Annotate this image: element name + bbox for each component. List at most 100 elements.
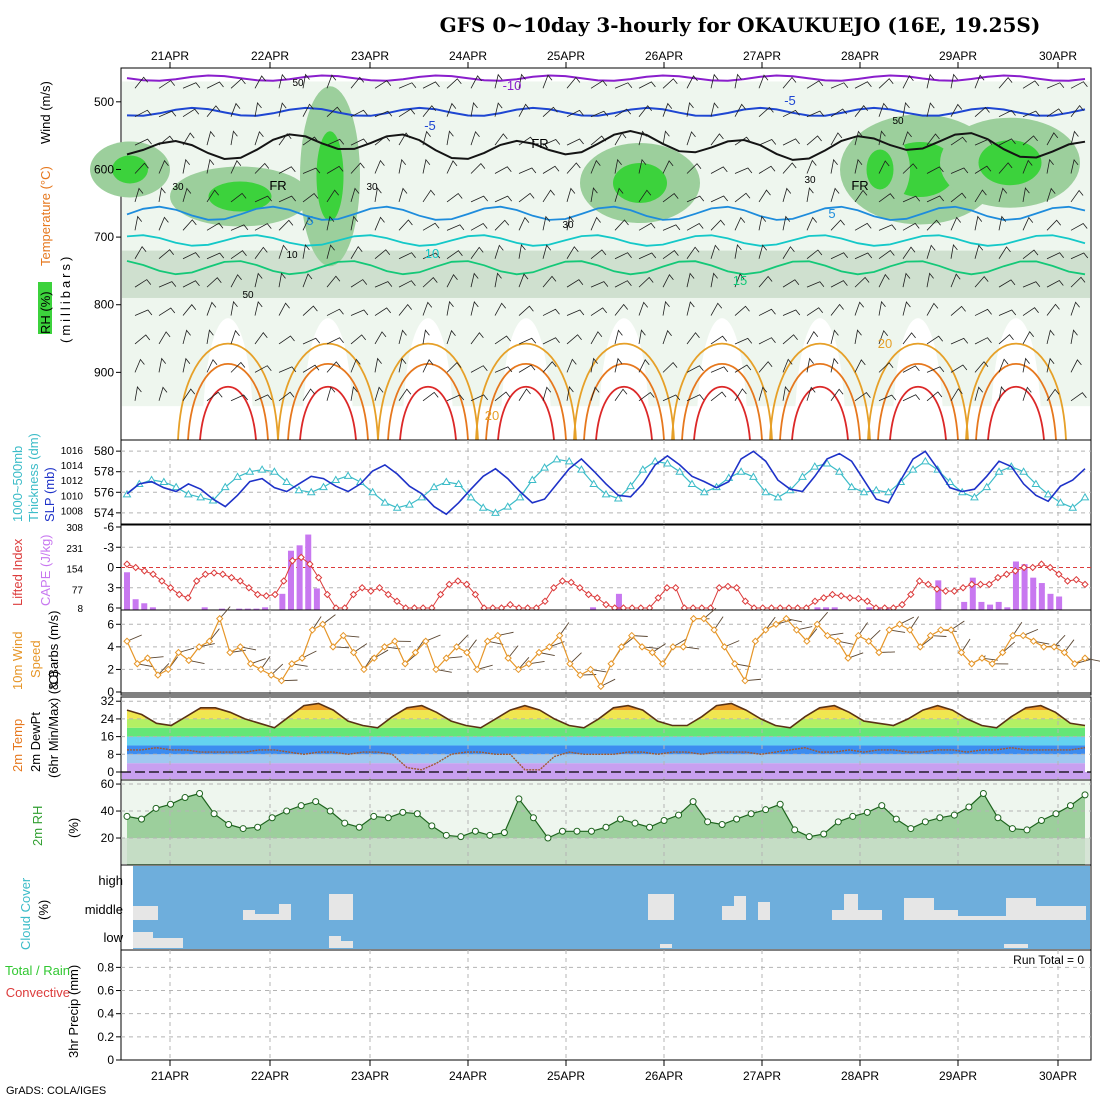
barb: [782, 358, 793, 373]
barb: [470, 222, 488, 231]
barb: [950, 103, 963, 117]
rh2m-marker: [283, 807, 291, 815]
surface-barb: [466, 639, 477, 653]
thickness-marker: [306, 487, 316, 496]
rh-swatch: [38, 282, 52, 334]
precip-ylabel: Total / Rain Convective 3hr Precip (mm): [5, 963, 81, 1058]
rh2m-marker: [312, 798, 320, 806]
barb: [902, 163, 918, 174]
cape-li-panel: 6 3 0 -3 -6 8 77 154 231 308: [66, 520, 1092, 615]
pressure-label-600: 600: [94, 162, 114, 176]
barb: [398, 158, 407, 174]
barb: [758, 244, 768, 259]
barb: [974, 106, 990, 117]
barb: [1046, 158, 1054, 174]
barb: [1022, 307, 1039, 316]
li-marker: [192, 577, 201, 585]
barb: [230, 250, 247, 260]
wind-speed-marker: [772, 620, 780, 628]
tick-label-20: 20: [101, 831, 115, 845]
li-marker: [663, 584, 671, 592]
barb: [926, 272, 934, 288]
barb: [878, 224, 897, 231]
cape-bar: [1056, 596, 1063, 610]
barb: [350, 334, 367, 345]
contour-label-10: 20: [878, 336, 892, 351]
wind-speed-marker: [442, 654, 451, 662]
cape-bar: [1047, 593, 1054, 610]
tick-label-1010: 1010: [61, 491, 84, 502]
barb: [470, 130, 480, 146]
precip-panel: 0 0.2 0.4 0.6 0.8 Run Total = 0: [97, 949, 1092, 1067]
li-marker: [245, 584, 253, 592]
thickness-marker: [884, 487, 893, 496]
thickness-marker: [184, 489, 193, 498]
warm-dome-0-0: [177, 342, 279, 441]
warm-dome-2-0: [377, 342, 479, 441]
temp-band-6: [127, 710, 1085, 719]
wind-speed-marker: [628, 631, 636, 640]
barb: [518, 167, 537, 174]
barb: [254, 246, 268, 259]
barb: [326, 308, 344, 316]
wind-speed-marker: [957, 648, 966, 657]
bottom-date-24APR: 24APR: [449, 1069, 487, 1083]
barb: [518, 216, 530, 231]
dry-dome-4: [598, 318, 650, 440]
barb: [662, 102, 673, 117]
cloud-block-13: [904, 898, 934, 920]
barb: [1046, 279, 1064, 288]
barb: [878, 249, 895, 260]
rh2m-marker: [747, 810, 755, 818]
wind-speed-marker: [174, 648, 183, 657]
barb: [446, 250, 463, 260]
barb: [374, 135, 391, 146]
rh2m-marker: [1066, 802, 1074, 810]
barb: [398, 329, 407, 345]
barb: [206, 301, 217, 316]
li-marker: [593, 594, 601, 602]
li-marker: [1037, 560, 1046, 568]
rh2m-marker: [1023, 826, 1031, 834]
bottom-date-29APR: 29APR: [939, 1069, 977, 1083]
rh2m-marker: [776, 800, 784, 808]
rh2m-marker: [689, 798, 697, 806]
barb: [566, 334, 582, 345]
barb: [374, 307, 392, 316]
tick-label-308: 308: [66, 523, 83, 534]
barb: [566, 279, 584, 288]
wind-speed-marker: [967, 660, 976, 668]
barb: [998, 279, 1016, 288]
cape-bar: [1004, 607, 1011, 610]
li-marker: [1020, 563, 1028, 572]
dry-dome-2: [402, 318, 454, 440]
barb: [638, 359, 650, 373]
minmax-label: (6hr Min/Max) (°C): [46, 671, 61, 778]
thickness-marker: [1056, 498, 1065, 506]
barb: [206, 105, 221, 117]
barb: [158, 110, 177, 118]
barb: [1022, 216, 1034, 231]
barb: [206, 277, 222, 288]
warm-dome-3-1: [485, 363, 567, 441]
contour-label-8: 10: [425, 246, 439, 261]
barb: [854, 130, 863, 146]
thickness-marker: [171, 482, 181, 491]
barb: [854, 189, 868, 203]
barb: [902, 195, 921, 203]
temp-band-4: [127, 727, 1085, 737]
barb: [302, 305, 318, 316]
temp-band-1: [127, 754, 1085, 764]
barb: [134, 187, 144, 203]
barb: [902, 332, 916, 345]
barb: [374, 159, 385, 174]
barb: [494, 133, 508, 146]
barb: [398, 252, 416, 260]
wind-speed-marker: [761, 626, 770, 634]
cape-bar: [262, 607, 269, 610]
barb: [998, 386, 1006, 401]
rh2m-marker: [515, 795, 523, 803]
barb: [734, 305, 750, 316]
li-marker: [558, 577, 567, 585]
barb: [518, 192, 535, 203]
